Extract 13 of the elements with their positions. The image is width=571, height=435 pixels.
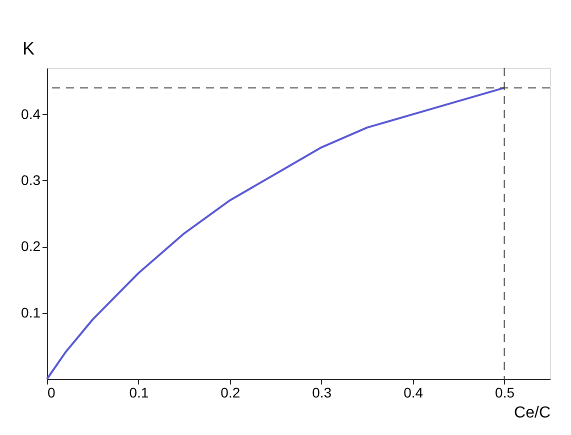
x-tick-label: 0.5 [495,384,515,400]
x-tick-label: 0.4 [404,384,424,400]
y-tick-label: 0.4 [21,106,41,122]
line-series [46,86,506,380]
x-tick-label: 0.3 [312,384,332,400]
y-tick-label: 0.2 [21,238,41,254]
y-axis-title: K [22,38,35,58]
y-tick-label: 0.3 [21,172,41,188]
x-tick-label: 0 [48,384,56,400]
x-axis-title: Ce/C [514,404,550,422]
x-tick-label: 0.2 [220,384,240,400]
x-tick-label: 0.1 [129,384,149,400]
y-tick-label: 0.1 [21,304,41,320]
